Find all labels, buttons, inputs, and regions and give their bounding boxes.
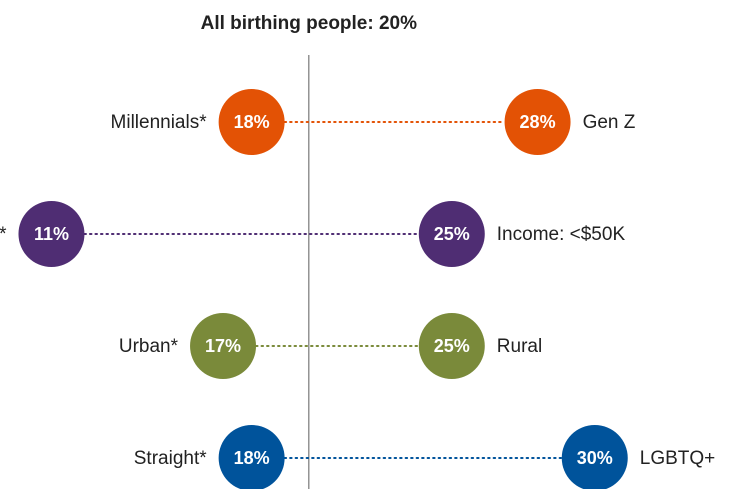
dot bbox=[561, 425, 628, 489]
dot bbox=[418, 313, 485, 379]
value-label: 11% bbox=[34, 224, 69, 244]
value-label: 17% bbox=[205, 336, 241, 356]
chart-title: All birthing people: 20% bbox=[201, 13, 418, 34]
value-label: 18% bbox=[234, 448, 270, 468]
category-label: Income: $100K+* bbox=[0, 224, 7, 245]
dot bbox=[218, 89, 285, 155]
dot bbox=[418, 201, 485, 267]
value-label: 18% bbox=[234, 112, 270, 132]
dot bbox=[218, 425, 285, 489]
category-label: Millennials* bbox=[111, 112, 208, 133]
category-label: Gen Z bbox=[583, 112, 636, 133]
value-label: 28% bbox=[520, 112, 556, 132]
category-label: Straight* bbox=[134, 448, 207, 469]
value-label: 25% bbox=[434, 224, 470, 244]
dot bbox=[504, 89, 571, 155]
category-label: Urban* bbox=[119, 336, 179, 357]
dot bbox=[190, 313, 257, 379]
value-label: 30% bbox=[577, 448, 613, 468]
value-label: 25% bbox=[434, 336, 470, 356]
category-label: Income: <$50K bbox=[497, 224, 626, 245]
dot bbox=[18, 201, 85, 267]
category-label: LGBTQ+ bbox=[640, 448, 716, 469]
category-label: Rural bbox=[497, 336, 542, 357]
